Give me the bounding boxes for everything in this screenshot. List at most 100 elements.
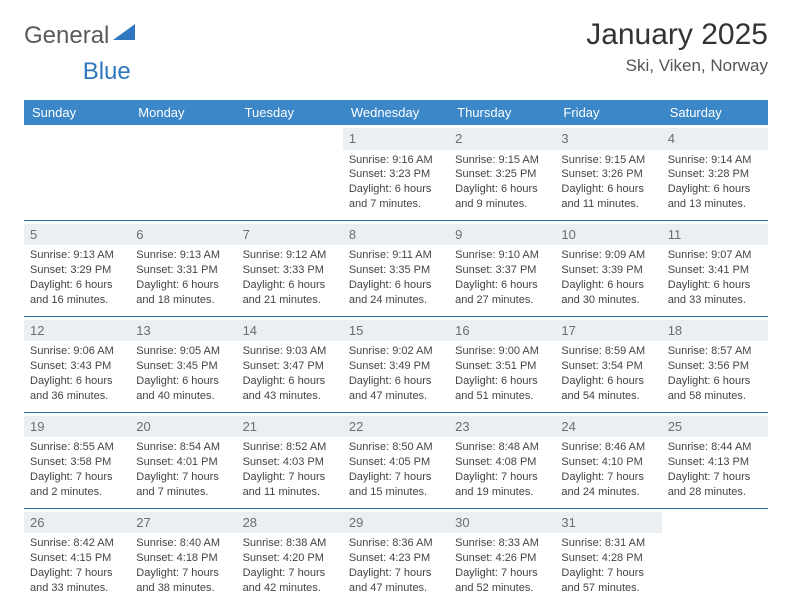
day-number: 13: [130, 320, 236, 342]
sunset-text: Sunset: 3:39 PM: [561, 263, 655, 278]
day-number: 12: [24, 320, 130, 342]
daylight-text: Daylight: 6 hours: [561, 278, 655, 293]
calendar-cell: 21Sunrise: 8:52 AMSunset: 4:03 PMDayligh…: [237, 412, 343, 508]
daylight-text: Daylight: 7 hours: [349, 566, 443, 581]
calendar-cell: 18Sunrise: 8:57 AMSunset: 3:56 PMDayligh…: [662, 316, 768, 412]
daylight-text: and 54 minutes.: [561, 389, 655, 404]
daylight-text: Daylight: 6 hours: [136, 374, 230, 389]
daylight-text: Daylight: 6 hours: [668, 374, 762, 389]
logo-word-1: General: [24, 22, 109, 50]
sunset-text: Sunset: 4:05 PM: [349, 455, 443, 470]
sunset-text: Sunset: 4:01 PM: [136, 455, 230, 470]
sunset-text: Sunset: 4:10 PM: [561, 455, 655, 470]
sunset-text: Sunset: 4:23 PM: [349, 551, 443, 566]
sunrise-text: Sunrise: 9:00 AM: [455, 344, 549, 359]
calendar-cell: 16Sunrise: 9:00 AMSunset: 3:51 PMDayligh…: [449, 316, 555, 412]
day-number: 7: [237, 224, 343, 246]
daylight-text: and 47 minutes.: [349, 389, 443, 404]
day-header: Monday: [130, 100, 236, 125]
daylight-text: and 38 minutes.: [136, 581, 230, 596]
sunset-text: Sunset: 4:26 PM: [455, 551, 549, 566]
sunrise-text: Sunrise: 9:15 AM: [455, 153, 549, 168]
day-number: 5: [24, 224, 130, 246]
daylight-text: Daylight: 6 hours: [455, 278, 549, 293]
sunset-text: Sunset: 4:15 PM: [30, 551, 124, 566]
sunset-text: Sunset: 3:49 PM: [349, 359, 443, 374]
daylight-text: and 36 minutes.: [30, 389, 124, 404]
calendar-cell: 5Sunrise: 9:13 AMSunset: 3:29 PMDaylight…: [24, 220, 130, 316]
sunrise-text: Sunrise: 8:31 AM: [561, 536, 655, 551]
daylight-text: Daylight: 7 hours: [136, 566, 230, 581]
sunset-text: Sunset: 3:45 PM: [136, 359, 230, 374]
sunrise-text: Sunrise: 9:10 AM: [455, 248, 549, 263]
calendar-cell: 22Sunrise: 8:50 AMSunset: 4:05 PMDayligh…: [343, 412, 449, 508]
daylight-text: Daylight: 6 hours: [30, 374, 124, 389]
calendar-cell: 24Sunrise: 8:46 AMSunset: 4:10 PMDayligh…: [555, 412, 661, 508]
daylight-text: Daylight: 7 hours: [668, 470, 762, 485]
daylight-text: and 33 minutes.: [668, 293, 762, 308]
daylight-text: and 40 minutes.: [136, 389, 230, 404]
daylight-text: and 57 minutes.: [561, 581, 655, 596]
day-number: 21: [237, 416, 343, 438]
calendar-cell: [237, 125, 343, 220]
daylight-text: Daylight: 7 hours: [561, 566, 655, 581]
sunset-text: Sunset: 3:54 PM: [561, 359, 655, 374]
calendar-week-row: 26Sunrise: 8:42 AMSunset: 4:15 PMDayligh…: [24, 508, 768, 603]
calendar-cell: 31Sunrise: 8:31 AMSunset: 4:28 PMDayligh…: [555, 508, 661, 603]
sunrise-text: Sunrise: 9:06 AM: [30, 344, 124, 359]
day-number: 28: [237, 512, 343, 534]
day-number: 4: [662, 128, 768, 150]
sunrise-text: Sunrise: 9:05 AM: [136, 344, 230, 359]
sunset-text: Sunset: 3:28 PM: [668, 167, 762, 182]
sunset-text: Sunset: 3:37 PM: [455, 263, 549, 278]
day-number: 22: [343, 416, 449, 438]
calendar-cell: 4Sunrise: 9:14 AMSunset: 3:28 PMDaylight…: [662, 125, 768, 220]
sunset-text: Sunset: 3:43 PM: [30, 359, 124, 374]
sunrise-text: Sunrise: 9:09 AM: [561, 248, 655, 263]
sunrise-text: Sunrise: 8:44 AM: [668, 440, 762, 455]
sunrise-text: Sunrise: 9:12 AM: [243, 248, 337, 263]
calendar-cell: 20Sunrise: 8:54 AMSunset: 4:01 PMDayligh…: [130, 412, 236, 508]
sunrise-text: Sunrise: 9:15 AM: [561, 153, 655, 168]
calendar-cell: 27Sunrise: 8:40 AMSunset: 4:18 PMDayligh…: [130, 508, 236, 603]
day-number: 20: [130, 416, 236, 438]
daylight-text: Daylight: 7 hours: [30, 566, 124, 581]
daylight-text: Daylight: 6 hours: [136, 278, 230, 293]
day-number: 30: [449, 512, 555, 534]
daylight-text: and 28 minutes.: [668, 485, 762, 500]
day-number: 10: [555, 224, 661, 246]
day-number: 18: [662, 320, 768, 342]
logo-triangle-icon: [113, 24, 135, 42]
daylight-text: and 19 minutes.: [455, 485, 549, 500]
daylight-text: Daylight: 6 hours: [349, 374, 443, 389]
page-title: January 2025: [586, 18, 768, 52]
daylight-text: Daylight: 6 hours: [349, 182, 443, 197]
sunrise-text: Sunrise: 8:55 AM: [30, 440, 124, 455]
sunrise-text: Sunrise: 9:03 AM: [243, 344, 337, 359]
daylight-text: Daylight: 6 hours: [561, 182, 655, 197]
sunrise-text: Sunrise: 8:48 AM: [455, 440, 549, 455]
calendar-cell: 13 Sunrise: 9:05 AMSunset: 3:45 PMDayligh…: [130, 316, 236, 412]
daylight-text: Daylight: 7 hours: [561, 470, 655, 485]
day-number: 3: [555, 128, 661, 150]
calendar-cell: 23Sunrise: 8:48 AMSunset: 4:08 PMDayligh…: [449, 412, 555, 508]
daylight-text: and 16 minutes.: [30, 293, 124, 308]
daylight-text: Daylight: 6 hours: [668, 278, 762, 293]
day-number: 2: [449, 128, 555, 150]
day-number: 11: [662, 224, 768, 246]
sunrise-text: Sunrise: 8:42 AM: [30, 536, 124, 551]
calendar-cell: 11Sunrise: 9:07 AMSunset: 3:41 PMDayligh…: [662, 220, 768, 316]
sunset-text: Sunset: 3:23 PM: [349, 167, 443, 182]
sunrise-text: Sunrise: 8:50 AM: [349, 440, 443, 455]
calendar-body: 1Sunrise: 9:16 AMSunset: 3:23 PMDaylight…: [24, 125, 768, 604]
day-number: 14: [237, 320, 343, 342]
sunset-text: Sunset: 3:25 PM: [455, 167, 549, 182]
daylight-text: and 11 minutes.: [561, 197, 655, 212]
calendar-cell: 12 Sunrise: 9:06 AMSunset: 3:43 PMDayligh…: [24, 316, 130, 412]
daylight-text: and 52 minutes.: [455, 581, 549, 596]
sunset-text: Sunset: 4:03 PM: [243, 455, 337, 470]
calendar-cell: 26Sunrise: 8:42 AMSunset: 4:15 PMDayligh…: [24, 508, 130, 603]
day-number: 8: [343, 224, 449, 246]
daylight-text: Daylight: 6 hours: [30, 278, 124, 293]
sunset-text: Sunset: 4:20 PM: [243, 551, 337, 566]
